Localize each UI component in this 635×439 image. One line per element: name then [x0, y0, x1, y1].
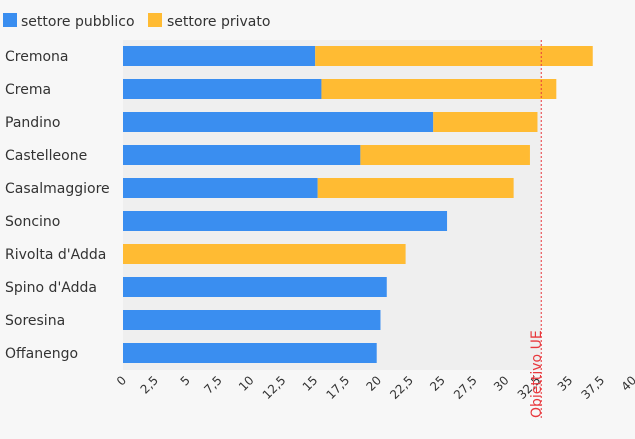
bar-pubblico[interactable]	[123, 46, 316, 66]
category-label: Rivolta d'Adda	[5, 247, 106, 263]
x-tick-label: 10	[236, 373, 257, 394]
category-label: Cremona	[5, 49, 69, 65]
reference-line-label: Obiettivo UE	[529, 330, 545, 418]
x-tick-label: 30	[491, 373, 512, 394]
bar-pubblico[interactable]	[123, 310, 381, 330]
category-label: Soresina	[5, 313, 65, 329]
x-tick-label: 12,5	[260, 373, 289, 402]
bars	[123, 46, 593, 363]
x-tick-label: 22,5	[387, 373, 416, 402]
x-tick-label: 15	[300, 373, 321, 394]
x-tick-label: 7,5	[201, 373, 224, 396]
x-tick-label: 25	[427, 373, 448, 394]
x-tick-label: 35	[555, 373, 576, 394]
x-tick-label: 40	[618, 373, 635, 394]
bar-pubblico[interactable]	[123, 211, 448, 231]
category-label: Offanengo	[5, 346, 78, 362]
category-label: Castelleone	[5, 148, 87, 164]
x-tick-label: 2,5	[138, 373, 161, 396]
bar-privato[interactable]	[317, 178, 514, 198]
category-label: Pandino	[5, 115, 60, 131]
bar-privato[interactable]	[315, 46, 593, 66]
legend-swatch-settore-pubblico[interactable]	[3, 13, 17, 27]
x-tick-label: 5	[178, 373, 193, 388]
bar-pubblico[interactable]	[123, 277, 387, 297]
x-tick-label: 20	[363, 373, 384, 394]
bar-privato[interactable]	[321, 79, 557, 99]
category-label: Spino d'Adda	[5, 280, 97, 296]
x-axis-ticks: 0 2,5 5 7,5 10 12,5 15 17,5 20 22,5 25 27,5 30 32,5 35…	[114, 373, 635, 402]
bar-pubblico[interactable]	[123, 145, 361, 165]
x-tick-label: 27,5	[451, 373, 480, 402]
bar-privato[interactable]	[123, 244, 406, 264]
bar-pubblico[interactable]	[123, 79, 322, 99]
bar-pubblico[interactable]	[123, 112, 434, 132]
category-label: Soncino	[5, 214, 60, 230]
bar-pubblico[interactable]	[123, 178, 318, 198]
bar-pubblico[interactable]	[123, 343, 377, 363]
category-labels: Cremona Crema Pandino Castelleone Casalmaggi…	[5, 49, 110, 362]
legend-swatch-settore-privato[interactable]	[148, 13, 162, 27]
category-label: Crema	[5, 82, 51, 98]
x-tick-label: 0	[114, 373, 129, 388]
category-label: Casalmaggiore	[5, 181, 110, 197]
legend-label-settore-privato[interactable]: settore privato	[167, 14, 270, 30]
bar-privato[interactable]	[360, 145, 530, 165]
legend-label-settore-pubblico[interactable]: settore pubblico	[21, 14, 135, 30]
legend: settore pubblico settore privato	[3, 13, 270, 30]
x-tick-label: 37,5	[578, 373, 607, 402]
bar-privato[interactable]	[433, 112, 538, 132]
x-tick-label: 17,5	[323, 373, 352, 402]
